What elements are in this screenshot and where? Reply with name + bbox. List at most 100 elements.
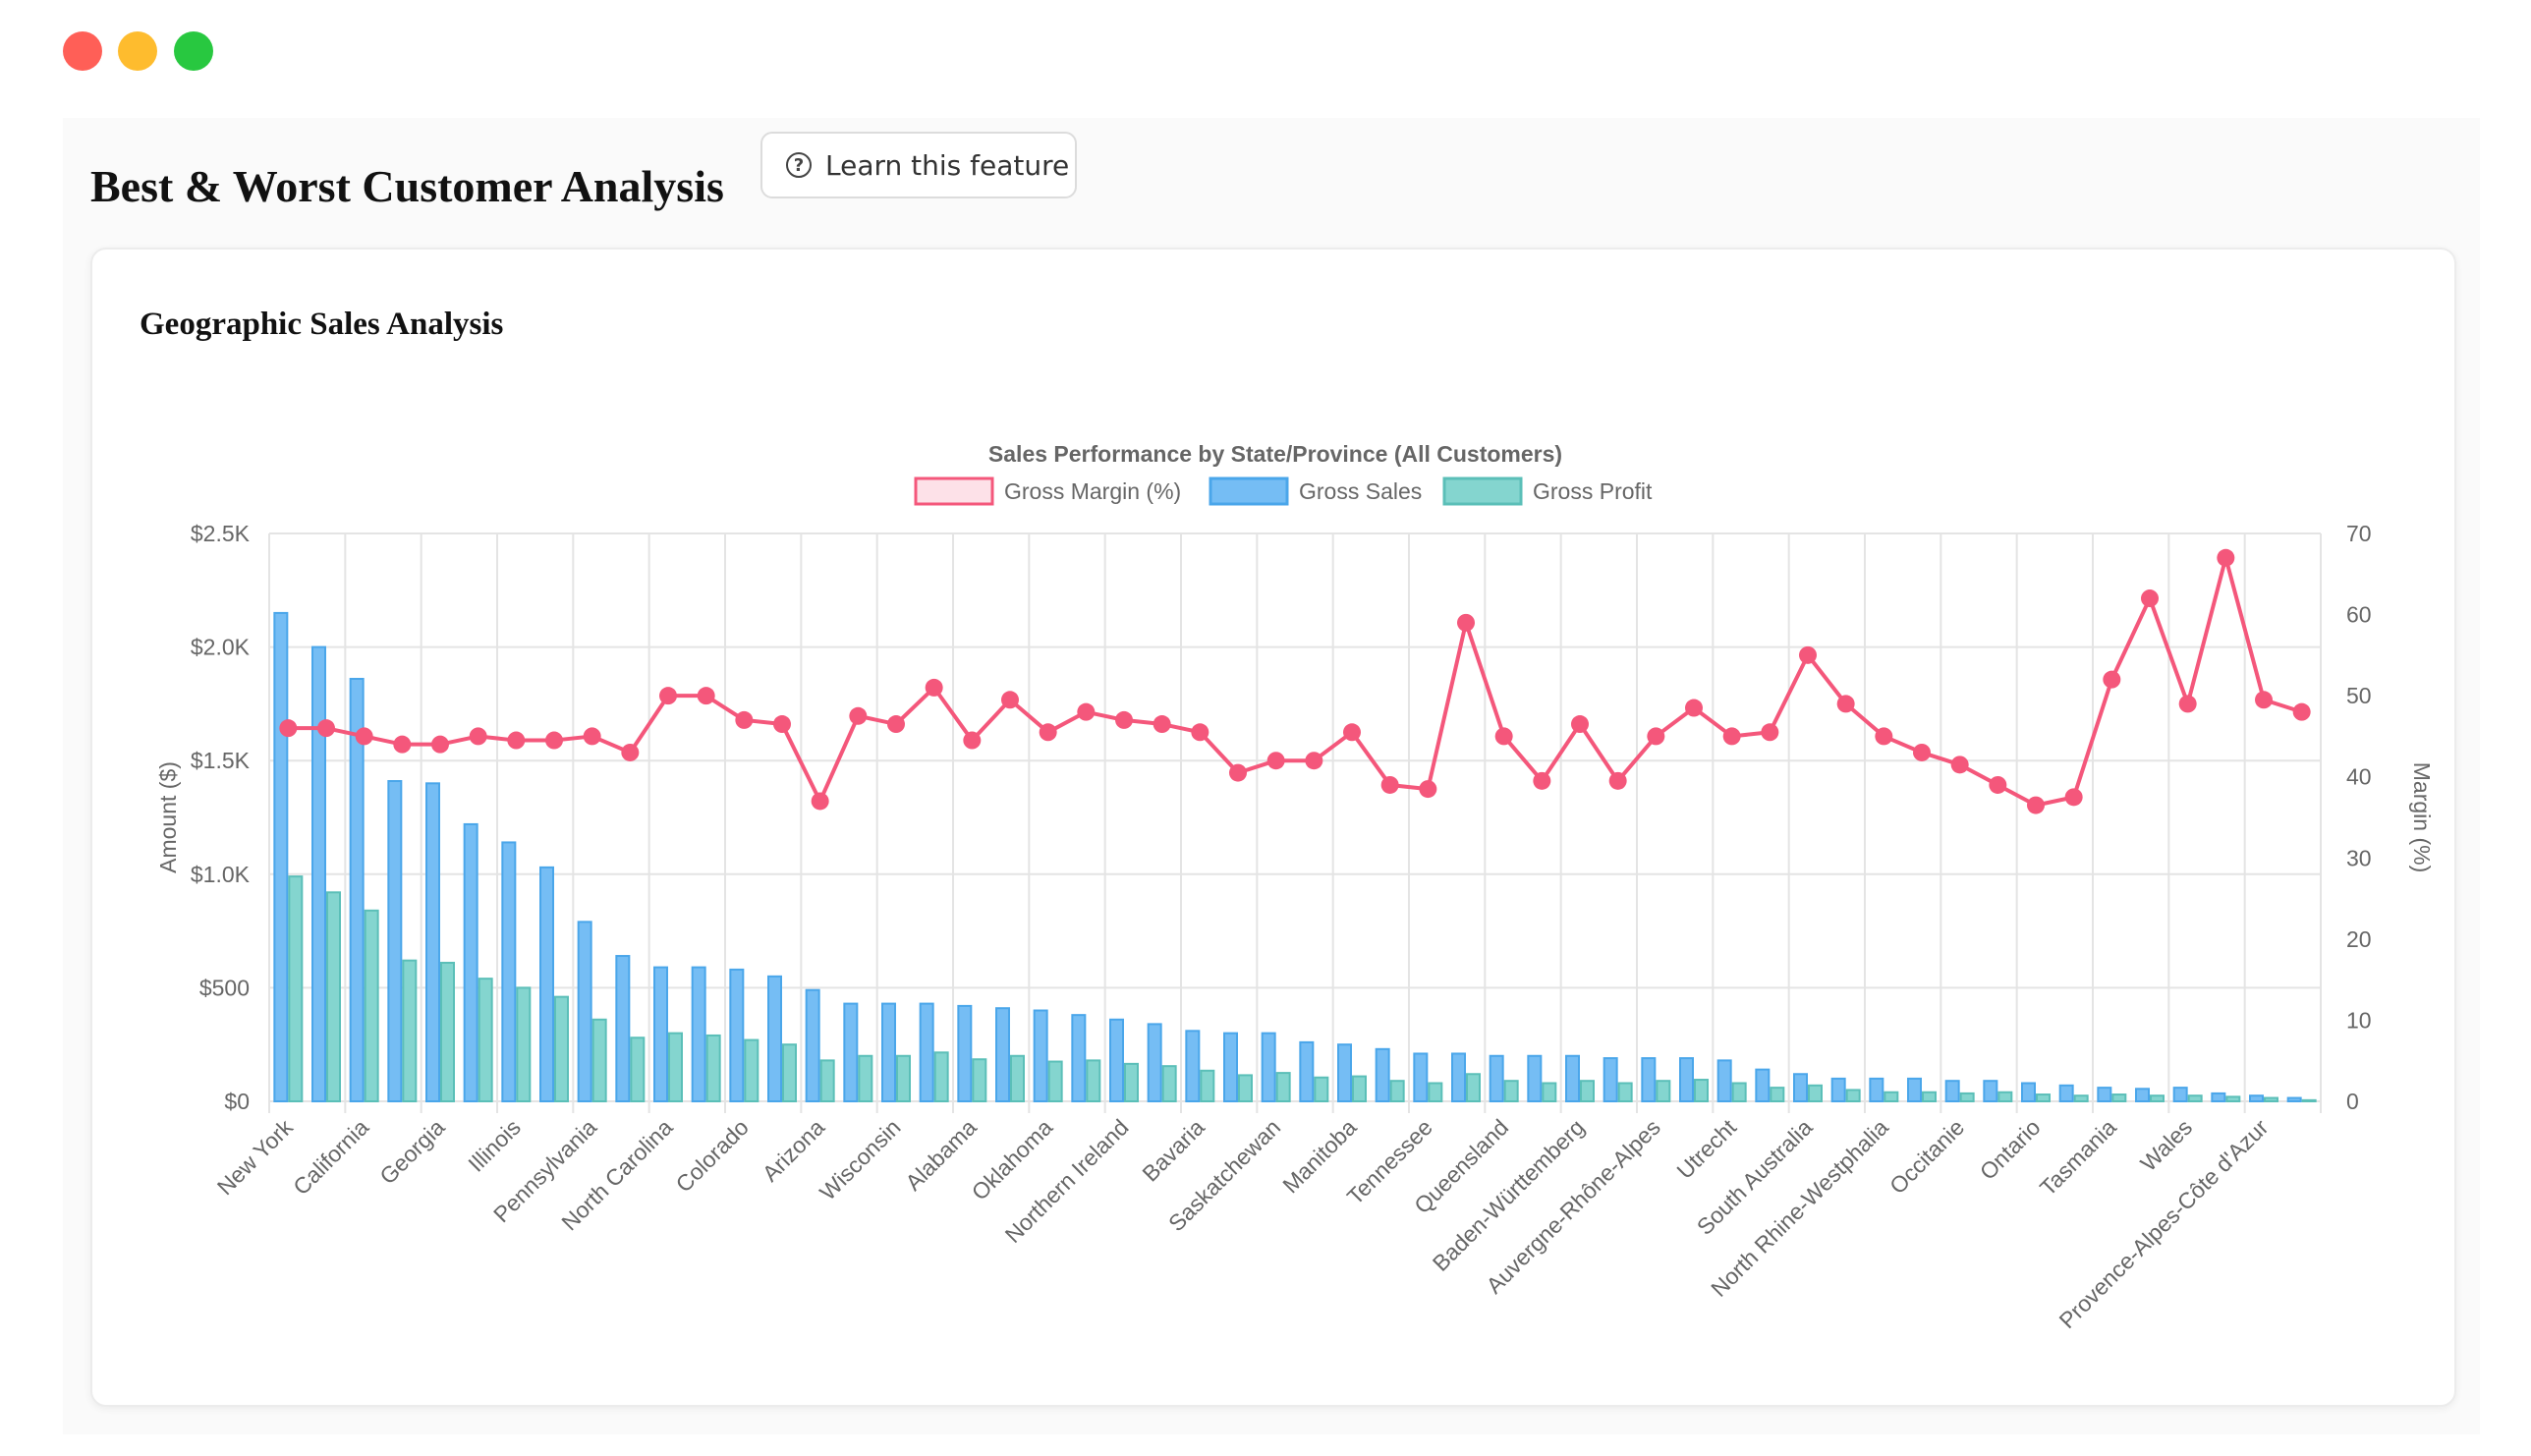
gross-sales-bar bbox=[1830, 1077, 1846, 1103]
gross-profit-bar bbox=[1884, 1091, 1899, 1103]
geographic-sales-card: Geographic Sales Analysis Sales Performa… bbox=[90, 248, 2456, 1407]
gross-profit-bar bbox=[1922, 1091, 1937, 1103]
gross-margin-point bbox=[1571, 715, 1589, 734]
gross-margin-point bbox=[1229, 763, 1247, 782]
gross-margin-point bbox=[507, 731, 526, 750]
gross-profit-bar bbox=[1352, 1075, 1367, 1102]
gross-margin-point bbox=[887, 715, 905, 734]
gross-margin-point bbox=[1913, 743, 1931, 761]
gross-profit-bar bbox=[2111, 1093, 2127, 1103]
x-axis-tick-label: Georgia bbox=[374, 1114, 449, 1189]
y2-axis-tick-label: 20 bbox=[2346, 926, 2372, 952]
gross-sales-bar bbox=[2249, 1094, 2264, 1102]
learn-feature-label: Learn this feature bbox=[825, 148, 1070, 182]
gross-sales-bar bbox=[1679, 1057, 1694, 1103]
gross-profit-bar bbox=[858, 1054, 873, 1103]
gross-profit-bar bbox=[1428, 1082, 1443, 1103]
x-axis-tick-label: Wisconsin bbox=[815, 1114, 905, 1204]
question-circle-icon: ? bbox=[786, 152, 812, 178]
gross-profit-bar bbox=[1238, 1074, 1253, 1102]
y-axis-tick-label: $0 bbox=[224, 1089, 250, 1114]
gross-sales-bar bbox=[2058, 1084, 2074, 1102]
gross-profit-bar bbox=[744, 1038, 759, 1102]
gross-margin-point bbox=[1115, 710, 1133, 729]
gross-margin-point bbox=[811, 792, 829, 811]
gross-margin-point bbox=[849, 706, 868, 725]
y2-axis-tick-label: 10 bbox=[2346, 1007, 2372, 1033]
gross-profit-bar bbox=[933, 1051, 949, 1102]
gross-profit-bar bbox=[1580, 1080, 1595, 1103]
x-axis-tick-label: Illinois bbox=[463, 1114, 526, 1177]
x-axis-tick-label: Occitanie bbox=[1884, 1114, 1969, 1199]
gross-margin-point bbox=[1685, 699, 1703, 717]
gross-sales-bar bbox=[2097, 1087, 2112, 1102]
gross-sales-bar bbox=[2021, 1082, 2036, 1103]
gross-profit-bar bbox=[668, 1032, 683, 1103]
gross-sales-bar bbox=[1907, 1077, 1922, 1103]
x-axis-tick-label: Ontario bbox=[1975, 1114, 2046, 1185]
gross-margin-point bbox=[1989, 775, 2007, 794]
gross-sales-bar bbox=[805, 988, 820, 1102]
gross-profit-bar bbox=[1047, 1060, 1063, 1102]
gross-margin-point bbox=[659, 687, 677, 705]
gross-profit-bar bbox=[896, 1054, 911, 1103]
gross-sales-bar bbox=[1337, 1043, 1352, 1103]
gross-profit-bar bbox=[1694, 1079, 1709, 1103]
gross-sales-bar bbox=[1071, 1014, 1087, 1102]
y2-axis-tick-label: 70 bbox=[2346, 521, 2372, 546]
gross-margin-point bbox=[1191, 723, 1209, 742]
gross-profit-bar bbox=[1314, 1076, 1329, 1102]
gross-profit-bar bbox=[2225, 1095, 2241, 1102]
legend-label: Gross Margin (%) bbox=[1004, 478, 1181, 504]
gross-margin-point bbox=[697, 687, 715, 705]
gross-sales-bar bbox=[1375, 1047, 1390, 1102]
gross-margin-point bbox=[1039, 723, 1057, 742]
card-title: Geographic Sales Analysis bbox=[140, 307, 504, 342]
gross-margin-point bbox=[1343, 723, 1361, 742]
y2-axis-tick-label: 50 bbox=[2346, 683, 2372, 708]
y2-axis-tick-label: 0 bbox=[2346, 1089, 2359, 1114]
gross-margin-point bbox=[1722, 727, 1741, 746]
gross-margin-point bbox=[2064, 788, 2083, 807]
y-axis-tick-label: $2.0K bbox=[191, 635, 251, 660]
gross-profit-bar bbox=[1997, 1091, 2013, 1103]
gross-sales-bar bbox=[919, 1002, 934, 1102]
y2-axis-tick-label: 40 bbox=[2346, 764, 2372, 790]
gross-sales-bar bbox=[349, 677, 365, 1102]
zoom-window-button[interactable] bbox=[174, 31, 213, 71]
gross-sales-bar bbox=[577, 921, 592, 1102]
gross-profit-bar bbox=[630, 1036, 646, 1102]
gross-profit-bar bbox=[1503, 1080, 1519, 1103]
gross-margin-point bbox=[1305, 752, 1323, 770]
gross-sales-bar bbox=[2286, 1096, 2302, 1102]
gross-profit-bar bbox=[288, 875, 304, 1102]
gross-sales-bar bbox=[1413, 1052, 1429, 1102]
gross-margin-point bbox=[317, 719, 335, 738]
gross-sales-bar bbox=[1261, 1032, 1276, 1103]
gross-profit-bar bbox=[2036, 1093, 2051, 1103]
legend-swatch bbox=[914, 476, 994, 506]
gross-margin-point bbox=[2103, 670, 2121, 689]
gross-sales-bar bbox=[691, 966, 706, 1102]
gross-sales-bar bbox=[1983, 1080, 1998, 1103]
gross-sales-bar bbox=[2135, 1088, 2150, 1102]
gross-sales-bar bbox=[1299, 1040, 1315, 1102]
gross-margin-point bbox=[1950, 756, 1969, 774]
minimize-window-button[interactable] bbox=[118, 31, 157, 71]
gross-sales-bar bbox=[881, 1002, 896, 1102]
gross-margin-point bbox=[621, 743, 640, 761]
close-window-button[interactable] bbox=[63, 31, 102, 71]
y-axis-title: Amount ($) bbox=[155, 761, 181, 873]
gross-margin-point bbox=[545, 731, 563, 750]
gross-sales-bar bbox=[539, 866, 554, 1103]
gross-margin-point bbox=[2255, 691, 2273, 709]
x-axis-tick-label: New York bbox=[212, 1114, 298, 1200]
y-axis-tick-label: $500 bbox=[199, 975, 250, 1000]
gross-sales-bar bbox=[957, 1004, 973, 1102]
gross-sales-bar bbox=[1185, 1030, 1201, 1102]
learn-feature-button[interactable]: ? Learn this feature bbox=[760, 132, 1077, 198]
gross-sales-bar bbox=[1451, 1052, 1466, 1102]
x-axis-tick-label: California bbox=[288, 1114, 373, 1200]
gross-margin-point bbox=[1799, 645, 1817, 664]
gross-margin-point bbox=[735, 710, 754, 729]
